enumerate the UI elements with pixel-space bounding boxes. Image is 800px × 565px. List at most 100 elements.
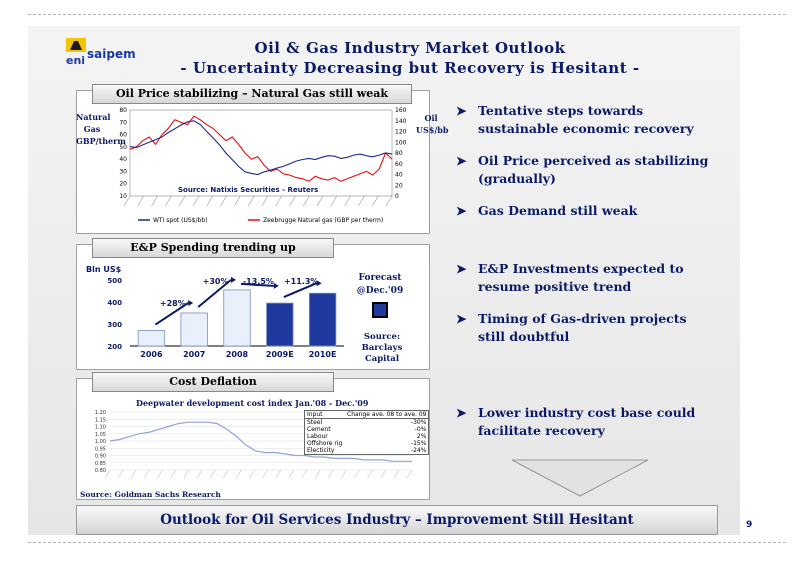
arrow-bullet-icon: ➤ xyxy=(456,311,467,326)
left-tick-label: 50 xyxy=(119,144,127,151)
eni-logo: eni xyxy=(64,36,112,67)
bullet-item: ➤ E&P Investments expected to resume posi… xyxy=(456,260,716,296)
x-tick-mark xyxy=(249,469,255,479)
cost-index-title: Deepwater development cost index Jan.'08… xyxy=(136,398,369,408)
forecast-line: Forecast xyxy=(358,273,402,283)
x-tick-mark xyxy=(358,195,365,207)
x-tick-mark xyxy=(206,195,213,207)
arrow-bullet-icon: ➤ xyxy=(456,203,467,218)
bar xyxy=(137,330,166,347)
right-tick-label: 140 xyxy=(395,118,407,125)
x-tick-mark xyxy=(234,195,241,207)
bullet-text: Tentative steps towards sustainable econ… xyxy=(478,103,694,136)
bullet-item: ➤ Oil Price perceived as stabilizing (gra… xyxy=(456,152,716,188)
chart-source: Source: Natixis Securities - Reuters xyxy=(178,186,318,194)
table-row: Offshore rig -15% xyxy=(305,440,429,447)
bullet-text: E&P Investments expected to resume posit… xyxy=(478,261,684,294)
ep-spending-panel xyxy=(76,244,430,370)
table-header: Change ave. 08 to ave. 09 xyxy=(345,410,429,419)
source-line: Source: xyxy=(363,332,401,342)
x-tick-mark xyxy=(393,469,400,479)
top-divider xyxy=(28,14,786,15)
y-tick-label: 400 xyxy=(107,299,122,307)
left-tick-label: 60 xyxy=(119,132,127,139)
x-tick-mark xyxy=(371,195,379,207)
left-tick-label: 40 xyxy=(119,156,127,163)
growth-label: +30% xyxy=(203,277,229,286)
oil-axis-label: Oil US$/bb xyxy=(416,112,448,136)
right-tick-label: 120 xyxy=(395,129,407,136)
x-tick-label: 2010E xyxy=(309,350,337,359)
x-tick-mark xyxy=(330,195,338,207)
x-tick-label: 2006 xyxy=(140,350,163,359)
table-cell: Labour xyxy=(307,433,328,440)
cost-deflation-panel-header: Cost Deflation xyxy=(92,372,334,392)
x-tick-mark xyxy=(196,469,203,479)
y-tick-label: 1.10 xyxy=(95,425,106,431)
x-tick-mark xyxy=(275,195,282,207)
bar xyxy=(180,312,208,347)
growth-arrow xyxy=(283,282,317,299)
bottom-divider xyxy=(28,542,786,543)
x-tick-mark xyxy=(247,195,255,207)
forecast-line: @Dec.'09 xyxy=(356,286,404,296)
table-row: Steel -30% xyxy=(305,419,429,426)
y-tick-label: 300 xyxy=(107,321,122,329)
y-tick-label: 0.90 xyxy=(95,454,106,460)
x-tick-mark xyxy=(209,469,216,479)
axis-label-line: GBP/therm xyxy=(76,136,126,146)
x-tick-mark xyxy=(151,195,158,207)
x-tick-mark xyxy=(170,469,176,479)
table-cell: -24% xyxy=(410,447,427,454)
left-tick-label: 30 xyxy=(119,168,127,175)
forecast-swatch xyxy=(372,302,388,318)
oil-gas-panel-header: Oil Price stabilizing – Natural Gas stil… xyxy=(92,84,412,104)
left-tick-label: 20 xyxy=(119,181,127,188)
x-tick-mark xyxy=(275,469,281,479)
arrow-bullet-icon: ➤ xyxy=(456,153,467,168)
growth-arrow xyxy=(154,302,189,326)
x-tick-mark xyxy=(406,469,413,479)
ep-spending-panel-header: E&P Spending trending up xyxy=(92,238,334,258)
cost-index-chart: 0.800.850.90 0.951.001.051.10 1.151.20 xyxy=(95,410,413,479)
left-tick-label: 80 xyxy=(119,107,127,114)
table-header-row: Input Change ave. 08 to ave. 09 xyxy=(304,410,429,419)
right-tick-label: 0 xyxy=(395,193,399,200)
plot-area xyxy=(129,109,393,197)
eni-logo-text: eni xyxy=(66,54,85,67)
cost-source: Source: Goldman Sachs Research xyxy=(80,490,221,499)
x-tick-label: 2008 xyxy=(226,350,249,359)
axis-label-line: Natural xyxy=(76,112,111,122)
x-tick-mark xyxy=(165,195,172,207)
x-tick-mark xyxy=(123,195,131,207)
table-cell: 2% xyxy=(416,433,427,440)
arrow-bullet-icon: ➤ xyxy=(456,261,467,276)
bullet-text: Gas Demand still weak xyxy=(478,203,638,218)
growth-arrow xyxy=(240,282,274,287)
x-tick-mark xyxy=(178,195,186,207)
bullet-item: ➤ Tentative steps towards sustainable eco… xyxy=(456,102,716,138)
bullets-group-2: ➤ E&P Investments expected to resume posi… xyxy=(456,260,716,360)
x-tick-mark xyxy=(131,469,137,479)
table-row: Electicity -24% xyxy=(305,447,429,455)
x-tick-mark xyxy=(354,469,360,479)
growth-label: +28% xyxy=(160,299,186,308)
bullet-text: Lower industry cost base could facilitat… xyxy=(478,405,696,438)
growth-label: -13.5% xyxy=(243,277,274,286)
x-tick-mark xyxy=(341,469,347,479)
page-title: Oil & Gas Industry Market Outlook - Unce… xyxy=(130,38,690,78)
x-tick-mark xyxy=(192,195,200,207)
x-tick-mark xyxy=(301,469,308,479)
ep-spending-chart: Bln US$ 200 300 400 500 2006 2007 2008 2009E 2010… xyxy=(86,265,344,359)
x-tick-mark xyxy=(223,469,229,479)
arrow-bullet-icon: ➤ xyxy=(456,103,467,118)
x-tick-mark xyxy=(236,469,242,479)
x-tick-mark xyxy=(380,469,386,479)
x-tick-mark xyxy=(288,469,294,479)
x-tick-label: 2007 xyxy=(183,350,205,359)
bar xyxy=(308,292,337,347)
bullet-text: Timing of Gas-driven projects still doub… xyxy=(478,311,687,344)
x-tick-mark xyxy=(314,469,321,479)
subtitle-line: - Uncertainty Decreasing but Recovery is… xyxy=(180,59,640,77)
x-tick-mark xyxy=(261,195,269,207)
